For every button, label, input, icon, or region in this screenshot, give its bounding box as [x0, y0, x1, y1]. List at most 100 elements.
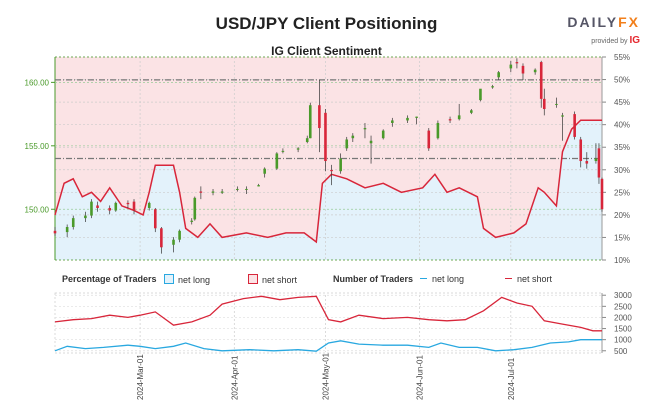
legend-num-title: Number of Traders — [333, 274, 414, 284]
candle-up — [415, 116, 418, 118]
traders-axis-tick-label: 3000 — [614, 291, 632, 300]
candle-down — [324, 112, 327, 162]
candle-up — [594, 158, 598, 162]
candle-up — [71, 218, 75, 228]
traders-axis-tick-label: 2500 — [614, 302, 632, 311]
legend-pct-title: Percentage of Traders — [62, 274, 157, 284]
candle-up — [479, 88, 482, 101]
candle-up — [305, 138, 309, 143]
candle-down — [160, 228, 163, 248]
candle-up — [470, 110, 473, 113]
traders-line-net-long — [54, 339, 602, 352]
legend-pct-short: net short — [248, 274, 297, 285]
left-axis-tick-label: 155.00 — [25, 142, 50, 151]
candle-down — [539, 62, 543, 99]
candle-up — [561, 115, 564, 117]
candle-down — [96, 205, 99, 208]
candle-down — [318, 105, 321, 129]
candle-down — [579, 139, 583, 162]
candle-up — [308, 105, 312, 139]
candle-up — [491, 86, 494, 88]
traders-axis-tick-label: 2000 — [614, 313, 632, 322]
legend-pct-long: net long — [164, 274, 210, 285]
candle-up — [436, 122, 440, 139]
candle-up — [381, 130, 385, 139]
candle-up — [114, 202, 118, 211]
candle-up — [211, 191, 215, 193]
left-axis-tick-label: 160.00 — [25, 78, 50, 87]
right-axis-tick-label: 30% — [614, 166, 630, 175]
right-axis-tick-label: 55% — [614, 53, 630, 62]
candle-up — [190, 220, 194, 222]
legend-num-short: net short — [505, 274, 552, 284]
candle-up — [236, 188, 239, 190]
x-axis-tick-label: 2024-Apr-01 — [230, 355, 239, 400]
x-axis-tick-label: 2024-Jun-01 — [416, 355, 425, 400]
candle-up — [245, 188, 248, 190]
right-axis-tick-label: 35% — [614, 143, 630, 152]
candle-down — [573, 114, 576, 137]
candle-up — [497, 72, 500, 78]
legend-num-long: net long — [420, 274, 464, 284]
candle-down — [330, 169, 333, 172]
candle-down — [153, 209, 157, 229]
right-axis-tick-label: 50% — [614, 76, 630, 85]
candle-down — [521, 65, 525, 74]
right-axis-tick-label: 25% — [614, 188, 630, 197]
net-long-area — [55, 120, 602, 260]
candle-up — [220, 191, 224, 193]
candle-up — [555, 103, 558, 105]
right-axis-tick-label: 10% — [614, 256, 630, 265]
candle-up — [533, 69, 537, 73]
right-axis-tick-label: 15% — [614, 233, 630, 242]
candle-up — [457, 115, 461, 120]
candle-up — [281, 150, 285, 152]
chart-title: USD/JPY Client Positioning — [215, 14, 438, 33]
candle-up — [90, 201, 93, 216]
candle-up — [193, 197, 197, 220]
candle-down — [597, 148, 601, 178]
right-axis-tick-label: 40% — [614, 121, 630, 130]
chart-subtitle: IG Client Sentiment — [271, 44, 382, 58]
candle-up — [65, 227, 69, 233]
candle-up — [178, 230, 181, 240]
dailyfx-logo: DAILYFX provided by IG — [567, 14, 640, 46]
candle-down — [108, 207, 111, 211]
candle-down — [542, 98, 546, 110]
candle-up — [263, 168, 266, 174]
candle-down — [126, 202, 130, 205]
candle-down — [427, 130, 431, 149]
traders-axis-tick-label: 1500 — [614, 325, 632, 334]
candle-up — [406, 117, 409, 121]
candle-up — [84, 215, 87, 219]
candle-down — [600, 178, 604, 210]
candle-down — [515, 62, 519, 64]
candle-up — [369, 140, 373, 144]
candle-up — [275, 153, 279, 169]
candle-down — [53, 230, 57, 234]
candle-down — [132, 201, 136, 211]
sentiment-line — [54, 119, 602, 244]
x-axis-tick-label: 2024-Mar-01 — [136, 354, 145, 400]
candle-up — [257, 185, 260, 187]
candle-down — [585, 161, 589, 164]
traders-line-net-short — [54, 295, 602, 332]
candle-up — [391, 120, 394, 123]
candle-up — [345, 139, 349, 149]
candle-up — [147, 202, 151, 208]
candle-up — [172, 239, 175, 245]
left-axis-tick-label: 150.00 — [25, 205, 50, 214]
right-axis-tick-label: 45% — [614, 98, 630, 107]
traders-axis-tick-label: 500 — [614, 347, 628, 356]
x-axis-tick-label: 2024-Jul-01 — [507, 357, 516, 400]
candle-up — [339, 158, 342, 172]
x-axis-tick-label: 2024-May-01 — [321, 352, 330, 400]
candle-down — [448, 119, 452, 121]
candle-up — [296, 148, 300, 150]
candle-up — [351, 135, 355, 139]
candle-up — [509, 64, 513, 69]
candle-up — [363, 128, 367, 130]
candle-down — [199, 191, 203, 193]
